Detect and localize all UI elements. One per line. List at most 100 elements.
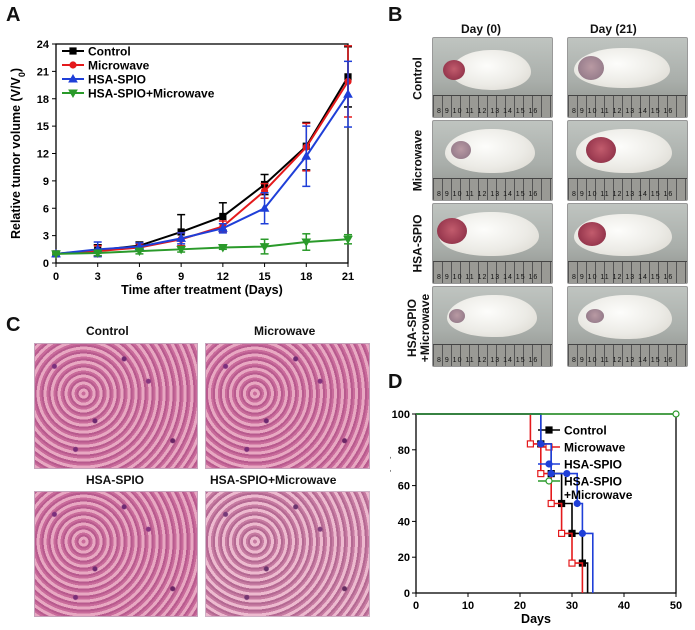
x-tick-label: 40 <box>618 600 630 612</box>
x-tick-label: 30 <box>566 600 578 612</box>
legend-label: HSA-SPIO+Microwave <box>88 87 215 101</box>
x-tick-label: 0 <box>53 271 59 283</box>
data-point <box>301 238 312 248</box>
legend-label: Control <box>88 45 131 59</box>
legend-marker <box>68 73 78 83</box>
photo-combo-day21: 8 9 10 11 12 13 14 15 16 <box>567 286 688 367</box>
ruler-numbers: 8 9 10 11 12 13 14 15 16 <box>437 274 539 281</box>
histology-control <box>34 343 198 469</box>
tumor <box>437 218 467 244</box>
legend-marker <box>69 47 77 55</box>
data-point <box>301 151 312 160</box>
ruler: 8 9 10 11 12 13 14 15 16 <box>433 95 552 117</box>
data-point <box>217 223 228 232</box>
legend-marker <box>69 61 77 69</box>
y-tick-label: 40 <box>398 516 410 528</box>
y-tick-label: 18 <box>37 94 49 106</box>
panel-letter-b: B <box>388 4 403 26</box>
y-axis-label: Survival rate (%) <box>390 455 391 553</box>
legend-label: Control <box>564 424 607 438</box>
survival-step-line <box>416 413 584 593</box>
y-axis-label-sub: 0 <box>17 72 27 77</box>
tumor <box>451 141 471 159</box>
y-tick-label: 21 <box>37 66 49 78</box>
x-tick-label: 50 <box>670 600 682 612</box>
y-axis-label: Relative tumor volume (V/V0) <box>9 68 27 239</box>
ruler-numbers: 8 9 10 11 12 13 14 15 16 <box>572 191 674 198</box>
x-tick-label: 12 <box>217 271 229 283</box>
legend-label-line1: HSA-SPIO <box>564 475 622 489</box>
data-point <box>526 440 534 448</box>
x-tick-label: 21 <box>342 271 354 283</box>
data-point <box>547 470 555 478</box>
ruler-numbers: 8 9 10 11 12 13 14 15 16 <box>572 108 674 115</box>
photo-hsa-spio-day0: 8 9 10 11 12 13 14 15 16 <box>432 203 553 284</box>
histology-title-microwave: Microwave <box>254 324 316 338</box>
series-line <box>55 238 349 255</box>
ruler: 8 9 10 11 12 13 14 15 16 <box>433 178 552 200</box>
survival-chart: 0 10 20 30 40 50 0 20 40 60 80 100 Days Survival rate… <box>390 409 682 626</box>
photo-microwave-day21: 8 9 10 11 12 13 14 15 16 <box>567 120 688 201</box>
histology-combo <box>205 491 370 617</box>
legend-label-line2: +Microwave <box>564 488 633 502</box>
ruler-numbers: 8 9 10 11 12 13 14 15 16 <box>437 357 539 364</box>
x-tick-label: 10 <box>462 600 474 612</box>
y-tick-label: 3 <box>43 231 49 243</box>
data-point <box>259 203 270 212</box>
ruler: 8 9 10 11 12 13 14 15 16 <box>568 178 687 200</box>
photo-microwave-day0: 8 9 10 11 12 13 14 15 16 <box>432 120 553 201</box>
y-tick-label: 24 <box>37 39 50 51</box>
y-tick-label: 6 <box>43 203 49 215</box>
x-axis-label: Days <box>521 612 551 626</box>
data-point <box>217 243 228 253</box>
tumor-volume-chart: 0 3 6 9 12 15 18 21 0 3 6 9 12 15 18 21 24 Time after tre… <box>9 39 354 297</box>
plot-frame <box>415 413 677 594</box>
data-point <box>558 529 566 537</box>
data-point <box>92 249 103 258</box>
data-point <box>537 470 545 478</box>
ruler-numbers: 8 9 10 11 12 13 14 15 16 <box>572 357 674 364</box>
y-tick-label: 20 <box>398 552 410 564</box>
ruler-numbers: 8 9 10 11 12 13 14 15 16 <box>437 191 539 198</box>
y-axis-label-main: Relative tumor volume (V/V <box>9 77 23 240</box>
data-point <box>563 470 571 478</box>
x-tick-label: 20 <box>514 600 526 612</box>
photo-row-label-microwave: Microwave <box>410 129 425 192</box>
ruler: 8 9 10 11 12 13 14 15 16 <box>433 261 552 283</box>
x-tick-label: 0 <box>413 600 419 612</box>
histology-microwave <box>205 343 370 469</box>
x-axis-label: Time after treatment (Days) <box>121 283 283 297</box>
data-point <box>219 212 227 221</box>
photo-column-day0: Day (0) <box>461 22 502 36</box>
panel-letter-d: D <box>388 371 403 393</box>
ruler: 8 9 10 11 12 13 14 15 16 <box>568 95 687 117</box>
y-tick-label: 80 <box>398 445 410 457</box>
histology-title-combo: HSA-SPIO+Microwave <box>210 473 337 487</box>
photo-row-label-control: Control <box>410 57 425 100</box>
photo-combo-day0: 8 9 10 11 12 13 14 15 16 <box>432 286 553 367</box>
ruler: 8 9 10 11 12 13 14 15 16 <box>433 344 552 366</box>
photo-row-label-combo: HSA-SPIO +Microwave <box>405 273 432 383</box>
legend-label: HSA-SPIO <box>564 458 622 472</box>
x-tick-label: 9 <box>178 271 184 283</box>
histology-title-control: Control <box>86 324 129 338</box>
data-point <box>51 250 61 259</box>
ruler: 8 9 10 11 12 13 14 15 16 <box>568 261 687 283</box>
series-line <box>55 76 349 255</box>
histology-title-hsa-spio: HSA-SPIO <box>86 473 145 487</box>
photo-column-day21: Day (21) <box>590 22 637 36</box>
data-point <box>568 559 576 567</box>
tumor <box>578 222 606 246</box>
tumor <box>578 56 604 80</box>
x-tick-label: 15 <box>258 271 270 283</box>
photo-control-day21: 8 9 10 11 12 13 14 15 16 <box>567 37 688 118</box>
y-tick-label: 100 <box>392 409 410 421</box>
x-tick-label: 3 <box>95 271 101 283</box>
x-tick-label: 18 <box>300 271 312 283</box>
data-point <box>547 499 555 508</box>
legend-marker <box>545 477 553 485</box>
data-point <box>259 243 270 252</box>
y-tick-label: 0 <box>43 258 49 270</box>
photo-hsa-spio-day21: 8 9 10 11 12 13 14 15 16 <box>567 203 688 284</box>
panel-letter-a: A <box>6 4 21 26</box>
